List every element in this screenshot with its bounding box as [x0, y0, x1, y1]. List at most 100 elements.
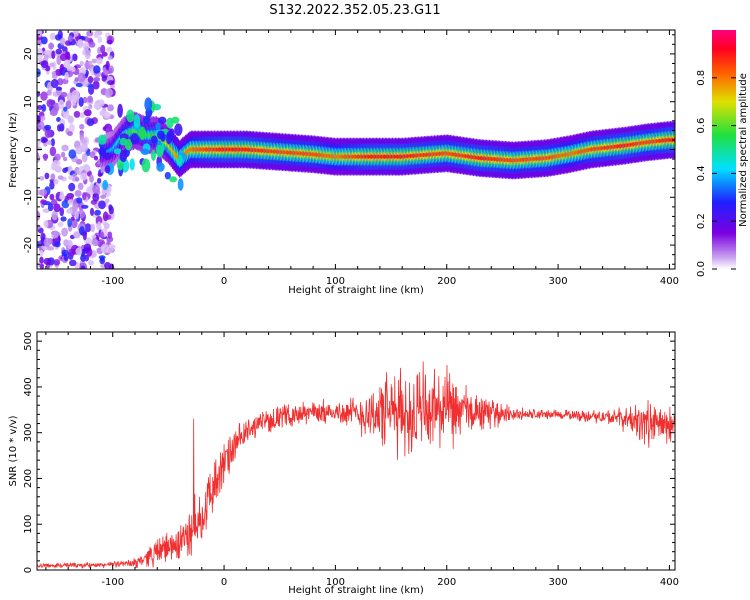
y-tick-label: 500: [23, 332, 34, 351]
spectrogram-cell: [49, 32, 57, 41]
spectrogram-cell: [88, 104, 93, 110]
spectrogram-cell: [97, 172, 103, 177]
spectrogram-cell: [39, 176, 45, 181]
spectrogram-cell: [86, 118, 95, 127]
spectrogram-cell: [53, 102, 60, 112]
spectrogram-cell: [139, 126, 146, 141]
spectrogram-cell: [61, 227, 69, 237]
y-tick-label: -10: [23, 189, 34, 205]
spectrogram-cell: [100, 243, 109, 254]
spectrogram-cell: [67, 239, 73, 250]
x-tick-label: 100: [326, 577, 345, 588]
spectrogram-cell: [65, 100, 72, 110]
colorbar-tick-label: 0.8: [696, 70, 707, 86]
spectrogram-cell: [47, 246, 55, 251]
spectrogram-cell: [156, 162, 165, 172]
spectrogram-cell: [177, 154, 183, 167]
spectrogram-cell: [37, 30, 43, 38]
spectrogram-cell: [107, 231, 113, 239]
spectrogram-cell: [59, 123, 65, 132]
spectrogram-cell: [49, 62, 55, 68]
spectrogram-cell: [44, 128, 52, 139]
snr-x-axis-label: Height of straight line (km): [288, 585, 424, 596]
spectrogram-cell: [102, 69, 109, 75]
spectrogram-marks: [37, 30, 675, 269]
y-tick-label: 0: [23, 146, 34, 152]
spectrogram-cell: [97, 100, 105, 107]
spectrogram-cell: [60, 216, 67, 222]
x-tick-label: 400: [660, 276, 679, 287]
spectrogram-cell: [92, 77, 101, 82]
chart-title: S132.2022.352.05.23.G11: [269, 3, 440, 18]
spectrogram-cell: [59, 63, 65, 72]
spectrogram-cell: [84, 61, 91, 69]
colorbar: 0.0 0.2 0.4 0.6 0.8 Normalized spectral ampl…: [696, 30, 749, 277]
x-tick-label: -100: [101, 276, 124, 287]
spectrogram-cell: [42, 137, 49, 143]
spectrogram-cell: [96, 177, 102, 184]
spectrogram-cell: [103, 222, 110, 230]
spectrogram-cell: [126, 109, 135, 123]
spectrogram-cell: [56, 55, 62, 66]
spectrogram-cell: [104, 165, 111, 174]
spectrogram-cell: [57, 175, 64, 180]
spectrogram-cell: [59, 191, 64, 199]
spectrogram-cell: [63, 254, 69, 262]
spectrogram-cell: [166, 131, 172, 145]
spectrogram-cell: [83, 243, 92, 252]
spectrogram-cell: [68, 182, 76, 192]
spectrogram-cell: [104, 198, 110, 203]
spectrogram-cell: [75, 247, 83, 256]
spectrogram-cell: [73, 110, 81, 118]
spectrogram-cell: [37, 146, 43, 151]
spectrogram-cell: [40, 199, 48, 204]
spectrogram-cell: [100, 44, 106, 54]
y-tick-label: 0: [23, 567, 34, 573]
spectrogram-cell: [169, 176, 178, 183]
spectrogram-cell: [171, 116, 180, 124]
y-tick-label: -20: [23, 237, 34, 253]
spectrogram-cell: [63, 106, 68, 112]
spectrogram-x-axis-label: Height of straight line (km): [288, 285, 424, 296]
spectrogram-cell: [76, 197, 83, 204]
spectrogram-cell: [102, 179, 109, 191]
spectrogram-cell: [37, 47, 43, 53]
spectrogram-cell: [90, 223, 95, 233]
spectrogram-cell: [70, 218, 78, 229]
spectrogram-cell: [107, 55, 113, 60]
spectrogram-cell: [144, 97, 153, 112]
spectrogram-cell: [108, 204, 113, 211]
spectrogram-cell: [129, 158, 135, 171]
spectrogram-cell: [64, 71, 69, 81]
spectrogram-cell: [60, 151, 66, 158]
spectrogram-cell: [43, 237, 52, 248]
spectrogram-cell: [172, 136, 179, 145]
spectrogram-cell: [43, 220, 49, 228]
spectrogram-cell: [37, 210, 41, 221]
spectrogram-cell: [54, 241, 61, 248]
spectrogram-cell: [79, 60, 84, 67]
spectrogram-cell: [140, 148, 150, 155]
spectrogram-cell: [84, 223, 92, 233]
spectrogram-cell: [102, 211, 109, 222]
x-tick-label: 400: [660, 577, 679, 588]
spectrogram-cell: [106, 39, 113, 45]
spectrogram-cell: [80, 254, 87, 262]
spectrogram-cell: [48, 42, 54, 50]
x-tick-label: 0: [221, 577, 227, 588]
spectrogram-cell: [81, 153, 88, 163]
spectrogram-cell: [117, 103, 123, 118]
spectrogram-cell: [53, 203, 61, 213]
spectrogram-cell: [47, 203, 54, 212]
colorbar-tick-label: 0.0: [696, 261, 707, 277]
spectrogram-cell: [79, 112, 85, 118]
snr-panel: -100 0 100 200 300 400 0 100 200 300 400 500 Heigh…: [8, 331, 679, 596]
spectrogram-cell: [44, 172, 50, 180]
spectrogram-cell: [52, 159, 61, 167]
spectrogram-cell: [50, 78, 59, 89]
x-tick-label: 0: [221, 276, 227, 287]
spectrogram-cell: [51, 210, 58, 221]
spectrogram-cell: [124, 138, 133, 151]
spectrogram-cell: [78, 97, 84, 107]
